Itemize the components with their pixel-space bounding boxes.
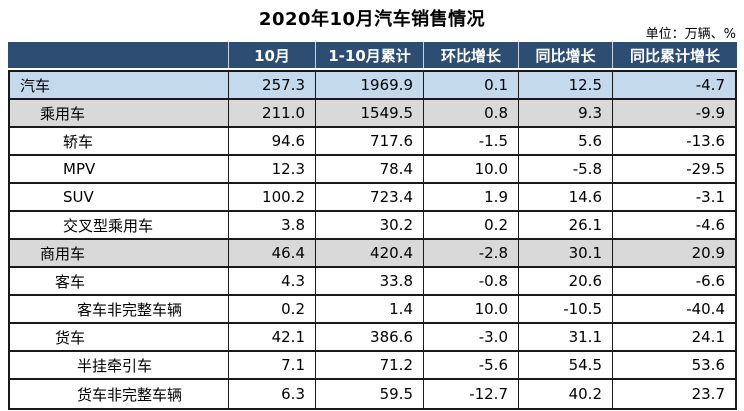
cell-mom-growth: 1.9 bbox=[423, 184, 518, 210]
cell-yoy-growth: 5.6 bbox=[518, 128, 612, 154]
cell-october: 3.8 bbox=[228, 212, 315, 238]
cell-october: 46.4 bbox=[228, 240, 315, 266]
table-row-crossover-passenger: 交叉型乘用车 3.8 30.2 0.2 26.1 -4.6 bbox=[10, 212, 735, 240]
cell-ytd-total: 1969.9 bbox=[315, 72, 423, 98]
row-label: 半挂牵引车 bbox=[77, 356, 153, 375]
column-header-october: 10月 bbox=[228, 42, 315, 68]
table-row-truck: 货车 42.1 386.6 -3.0 31.1 24.1 bbox=[10, 324, 735, 352]
unit-note: 单位：万辆、% bbox=[645, 27, 736, 42]
table-row-semi-trailer-tractor: 半挂牵引车 7.1 71.2 -5.6 54.5 53.6 bbox=[10, 352, 735, 380]
cell-yoy-growth: 26.1 bbox=[518, 212, 612, 238]
cell-ytd-total: 71.2 bbox=[315, 352, 423, 378]
cell-mom-growth: 0.8 bbox=[423, 100, 518, 126]
table-row-bus: 客车 4.3 33.8 -0.8 20.6 -6.6 bbox=[10, 268, 735, 296]
table-header-row: 10月 1-10月累计 环比增长 同比增长 同比累计增长 bbox=[8, 42, 737, 68]
cell-yoy-growth: 9.3 bbox=[518, 100, 612, 126]
cell-ytd-total: 1.4 bbox=[315, 296, 423, 322]
cell-mom-growth: 10.0 bbox=[423, 156, 518, 182]
cell-yoy-cum-growth: 20.9 bbox=[612, 240, 735, 266]
cell-mom-growth: -12.7 bbox=[423, 380, 518, 408]
cell-yoy-cum-growth: -3.1 bbox=[612, 184, 735, 210]
cell-october: 100.2 bbox=[228, 184, 315, 210]
cell-mom-growth: -5.6 bbox=[423, 352, 518, 378]
cell-october: 6.3 bbox=[228, 380, 315, 408]
cell-october: 94.6 bbox=[228, 128, 315, 154]
cell-mom-growth: 0.1 bbox=[423, 72, 518, 98]
cell-yoy-growth: -10.5 bbox=[518, 296, 612, 322]
row-label: 汽车 bbox=[20, 76, 51, 95]
table-row-passenger-vehicle: 乘用车 211.0 1549.5 0.8 9.3 -9.9 bbox=[10, 100, 735, 128]
cell-ytd-total: 717.6 bbox=[315, 128, 423, 154]
table-row-sedan: 轿车 94.6 717.6 -1.5 5.6 -13.6 bbox=[10, 128, 735, 156]
row-label: 货车非完整车辆 bbox=[77, 385, 183, 404]
column-header-ytd-total: 1-10月累计 bbox=[315, 42, 423, 68]
cell-ytd-total: 420.4 bbox=[315, 240, 423, 266]
cell-yoy-cum-growth: -29.5 bbox=[612, 156, 735, 182]
table-row-total-auto: 汽车 257.3 1969.9 0.1 12.5 -4.7 bbox=[10, 72, 735, 100]
cell-yoy-cum-growth: -40.4 bbox=[612, 296, 735, 322]
cell-yoy-cum-growth: -13.6 bbox=[612, 128, 735, 154]
row-label: 货车 bbox=[55, 328, 86, 347]
cell-mom-growth: -0.8 bbox=[423, 268, 518, 294]
column-header-yoy-cum-growth: 同比累计增长 bbox=[612, 42, 737, 68]
cell-yoy-cum-growth: 24.1 bbox=[612, 324, 735, 350]
cell-ytd-total: 30.2 bbox=[315, 212, 423, 238]
page-title: 2020年10月汽车销售情况 bbox=[258, 9, 486, 30]
table-row-commercial-vehicle: 商用车 46.4 420.4 -2.8 30.1 20.9 bbox=[10, 240, 735, 268]
row-label: MPV bbox=[63, 160, 96, 178]
cell-october: 42.1 bbox=[228, 324, 315, 350]
row-label: 客车 bbox=[55, 272, 86, 291]
column-header-category bbox=[8, 42, 228, 68]
cell-yoy-growth: -5.8 bbox=[518, 156, 612, 182]
cell-ytd-total: 33.8 bbox=[315, 268, 423, 294]
cell-yoy-cum-growth: -9.9 bbox=[612, 100, 735, 126]
cell-yoy-growth: 30.1 bbox=[518, 240, 612, 266]
cell-october: 7.1 bbox=[228, 352, 315, 378]
cell-ytd-total: 723.4 bbox=[315, 184, 423, 210]
cell-october: 4.3 bbox=[228, 268, 315, 294]
cell-mom-growth: 10.0 bbox=[423, 296, 518, 322]
auto-sales-table: 10月 1-10月累计 环比增长 同比增长 同比累计增长 汽车 257.3 19… bbox=[8, 42, 737, 410]
cell-yoy-growth: 40.2 bbox=[518, 380, 612, 408]
cell-yoy-cum-growth: -6.6 bbox=[612, 268, 735, 294]
cell-yoy-growth: 54.5 bbox=[518, 352, 612, 378]
cell-mom-growth: -3.0 bbox=[423, 324, 518, 350]
cell-yoy-growth: 12.5 bbox=[518, 72, 612, 98]
table-row-mpv: MPV 12.3 78.4 10.0 -5.8 -29.5 bbox=[10, 156, 735, 184]
row-label: 客车非完整车辆 bbox=[77, 300, 183, 319]
cell-mom-growth: -1.5 bbox=[423, 128, 518, 154]
cell-yoy-cum-growth: 53.6 bbox=[612, 352, 735, 378]
column-header-mom-growth: 环比增长 bbox=[423, 42, 518, 68]
row-label: 轿车 bbox=[63, 132, 94, 151]
cell-october: 211.0 bbox=[228, 100, 315, 126]
cell-yoy-growth: 31.1 bbox=[518, 324, 612, 350]
row-label: SUV bbox=[63, 188, 94, 206]
table-body: 汽车 257.3 1969.9 0.1 12.5 -4.7 乘用车 211.0 … bbox=[8, 70, 737, 410]
row-label: 交叉型乘用车 bbox=[63, 216, 154, 235]
cell-yoy-cum-growth: 23.7 bbox=[612, 380, 735, 408]
cell-mom-growth: 0.2 bbox=[423, 212, 518, 238]
table-row-suv: SUV 100.2 723.4 1.9 14.6 -3.1 bbox=[10, 184, 735, 212]
cell-yoy-growth: 14.6 bbox=[518, 184, 612, 210]
cell-october: 12.3 bbox=[228, 156, 315, 182]
cell-ytd-total: 1549.5 bbox=[315, 100, 423, 126]
row-label: 商用车 bbox=[40, 244, 86, 263]
row-label: 乘用车 bbox=[40, 104, 86, 123]
table-row-bus-incomplete: 客车非完整车辆 0.2 1.4 10.0 -10.5 -40.4 bbox=[10, 296, 735, 324]
column-header-yoy-growth: 同比增长 bbox=[518, 42, 612, 68]
cell-yoy-growth: 20.6 bbox=[518, 268, 612, 294]
cell-yoy-cum-growth: -4.6 bbox=[612, 212, 735, 238]
cell-yoy-cum-growth: -4.7 bbox=[612, 72, 735, 98]
cell-ytd-total: 59.5 bbox=[315, 380, 423, 408]
cell-mom-growth: -2.8 bbox=[423, 240, 518, 266]
cell-ytd-total: 386.6 bbox=[315, 324, 423, 350]
cell-ytd-total: 78.4 bbox=[315, 156, 423, 182]
cell-october: 257.3 bbox=[228, 72, 315, 98]
cell-october: 0.2 bbox=[228, 296, 315, 322]
table-row-truck-incomplete: 货车非完整车辆 6.3 59.5 -12.7 40.2 23.7 bbox=[10, 380, 735, 408]
